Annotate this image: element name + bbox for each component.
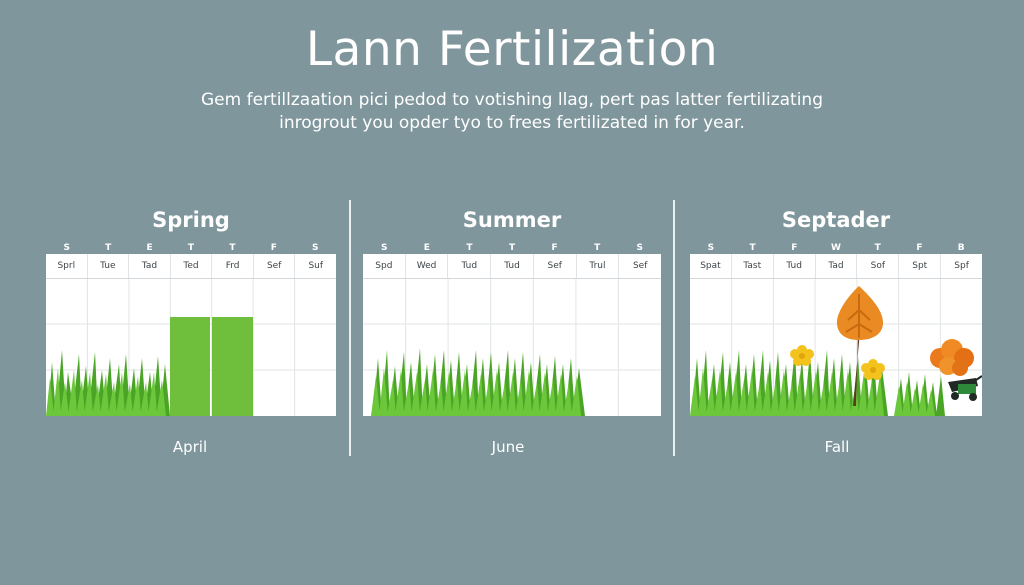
flower-icon (861, 359, 885, 380)
weekday-cell: Spat (690, 254, 732, 278)
weekday-cell: Sof (857, 254, 900, 278)
day-letter: T (187, 243, 195, 253)
day-letter: B (957, 243, 965, 253)
day-letter-row: S T E T T F S (46, 242, 336, 254)
weekday-cell: Spf (954, 261, 969, 271)
calendar-illustration (46, 278, 336, 416)
day-letter: F (791, 243, 798, 253)
weekday-cell: Tad (816, 254, 858, 278)
grass-icon (690, 350, 945, 416)
divider-right (673, 200, 675, 456)
weekday-cell: Sef (632, 261, 648, 271)
weekday-cell: Frd (212, 254, 254, 278)
day-letter: S (636, 243, 643, 253)
calendar-grid: Spd Wed Tud Tud Sef Trul Sef (363, 254, 661, 416)
weekday-cell: Sef (534, 254, 577, 278)
weekday-cell: Tue (88, 254, 130, 278)
subtitle-line-1: Gem fertillzaation pici pedod to votishi… (201, 90, 823, 110)
weekday-cell: Sprl (46, 254, 88, 278)
calendar-illustration (363, 278, 661, 416)
grass-icon (371, 348, 585, 416)
day-letter: T (229, 243, 236, 253)
panel-title: Spring (152, 208, 230, 232)
month-label: Fall (824, 438, 850, 456)
weekday-cell: Trul (577, 254, 620, 278)
day-letter: S (707, 243, 715, 253)
day-letter-row: S T F W T F B (690, 242, 982, 254)
panel-title: Summer (462, 208, 562, 232)
calendar-illustration (690, 278, 982, 416)
calendar-grid: Sprl Tue Tad Ted Frd Sef Suf (46, 254, 336, 416)
subtitle-line-2: inrogrout you opder tyo to frees fertili… (279, 113, 745, 133)
page-title: Lann Fertilization (305, 22, 719, 77)
weekday-cell: Tud (491, 254, 534, 278)
fertilize-window-bar (212, 317, 253, 416)
weekday-header: Spat Tast Tud Tad Sof Spt Spf (690, 254, 982, 279)
day-letter: F (916, 243, 923, 253)
day-letter: T (594, 243, 601, 253)
day-letter: F (270, 243, 277, 253)
weekday-cell: Suf (308, 261, 324, 271)
weekday-cell: Ted (171, 254, 213, 278)
weekday-cell: Wed (406, 254, 449, 278)
day-letter: S (381, 243, 388, 253)
month-label: April (172, 438, 208, 456)
day-letter: T (466, 243, 473, 253)
grid-lines (363, 278, 661, 416)
panel-title: Septader (781, 208, 891, 232)
weekday-cell: Tad (129, 254, 171, 278)
day-letter: W (831, 243, 841, 253)
day-letter-row: S E T T F T S (363, 242, 661, 254)
weekday-header: Sprl Tue Tad Ted Frd Sef Suf (46, 254, 336, 279)
day-letter: T (508, 243, 516, 253)
weekday-cell: Spd (363, 254, 406, 278)
day-letter: T (105, 243, 112, 253)
flower-icon (790, 345, 814, 366)
calendar-grid: Spat Tast Tud Tad Sof Spt Spf (690, 254, 982, 416)
day-letter: E (423, 243, 430, 253)
weekday-cell: Tast (732, 254, 774, 278)
month-label: June (491, 438, 525, 456)
day-letter: E (146, 243, 153, 253)
day-letter: S (312, 243, 319, 253)
weekday-cell: Spt (899, 254, 942, 278)
grass-icon (46, 350, 170, 416)
divider-left (349, 200, 351, 456)
fertilize-window-bar (170, 317, 210, 416)
day-letter: T (749, 243, 756, 253)
bush-icon (930, 339, 974, 376)
page-subtitle: Gem fertillzaation pici pedod to votishi… (0, 89, 1024, 135)
tree-icon (836, 286, 884, 406)
weekday-cell: Tud (774, 254, 816, 278)
day-letter: F (551, 243, 558, 253)
spreader-icon (948, 375, 982, 401)
weekday-header: Spd Wed Tud Tud Sef Trul Sef (363, 254, 661, 279)
day-letter: S (63, 243, 70, 253)
day-letter: T (874, 243, 881, 253)
weekday-cell: Sef (254, 254, 296, 278)
weekday-cell: Tud (448, 254, 492, 278)
